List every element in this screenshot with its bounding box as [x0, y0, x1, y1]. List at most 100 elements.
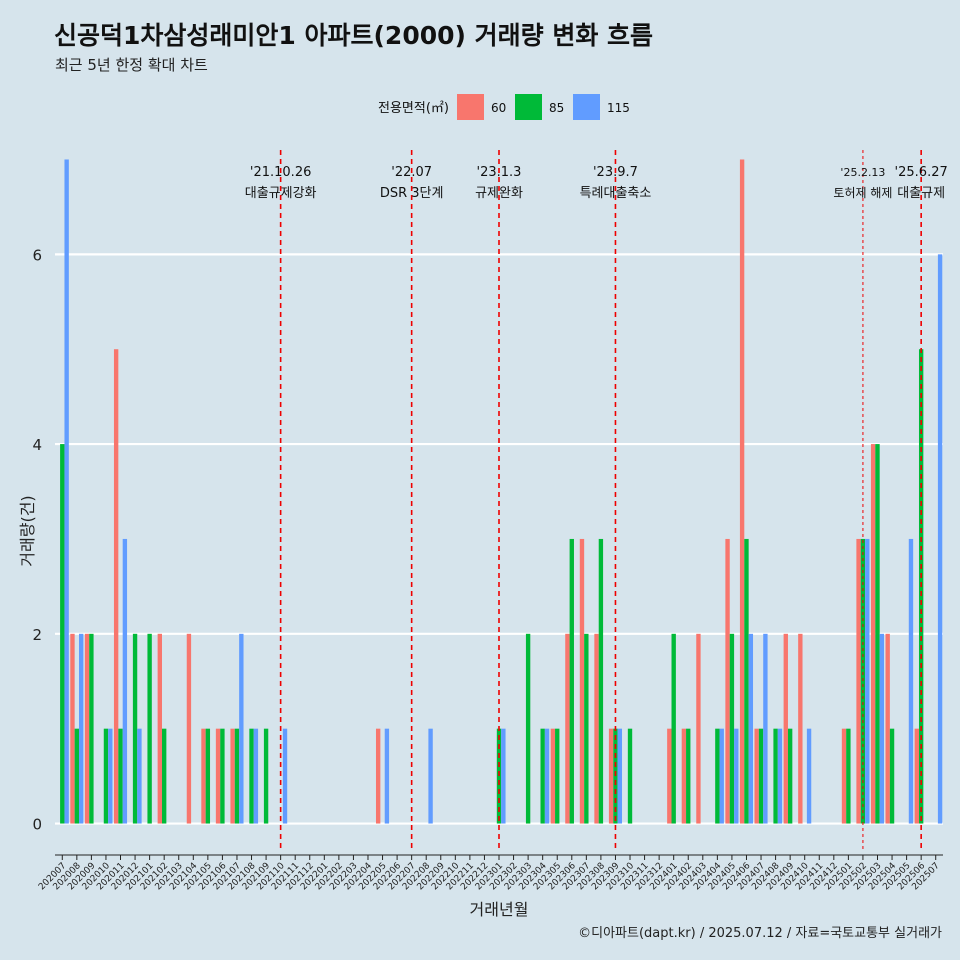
bar — [885, 633, 890, 824]
bar — [846, 728, 851, 824]
bar — [550, 728, 556, 824]
bar — [137, 728, 142, 824]
bar — [501, 728, 506, 824]
bar — [806, 728, 812, 824]
bar — [74, 728, 80, 824]
bar — [220, 728, 225, 824]
y-tick-label: 6 — [32, 246, 42, 264]
bar — [594, 633, 599, 824]
bar — [715, 728, 720, 824]
bar — [263, 728, 269, 824]
legend-swatch — [573, 94, 600, 120]
bar — [70, 633, 75, 824]
bar — [84, 633, 90, 824]
bar — [754, 728, 759, 824]
bar — [608, 728, 614, 824]
bar — [375, 728, 381, 824]
bar — [744, 538, 749, 824]
legend-label: 85 — [549, 101, 564, 115]
bar — [748, 633, 754, 824]
bar — [253, 728, 259, 824]
bar — [773, 728, 778, 824]
bar — [79, 633, 84, 824]
source-caption: ©디아파트(dapt.kr) / 2025.07.12 / 자료=국토교통부 실… — [578, 926, 942, 941]
legend-swatch — [457, 94, 484, 120]
event-date-label: '25.6.27 — [895, 165, 948, 180]
y-tick-label: 2 — [32, 626, 42, 644]
bar — [565, 633, 570, 824]
bar — [598, 538, 604, 824]
bar — [525, 633, 531, 824]
bar — [914, 728, 919, 824]
event-name-label: 규제완화 — [475, 186, 523, 201]
event-date-label: '23.1.3 — [477, 165, 522, 180]
x-axis-title: 거래년월 — [470, 900, 529, 919]
bar — [870, 444, 876, 824]
event-date-label: '23.9.7 — [593, 165, 638, 180]
bar — [64, 159, 69, 824]
bar — [798, 633, 803, 824]
bar — [249, 728, 254, 824]
bar — [89, 633, 94, 824]
y-tick-label: 4 — [32, 436, 42, 454]
bar — [230, 728, 235, 824]
bar — [617, 728, 623, 824]
bar — [579, 538, 585, 824]
event-date-label: '25.2.13 — [840, 166, 885, 179]
bar — [428, 728, 433, 824]
bar — [544, 728, 550, 824]
bar — [584, 633, 589, 824]
event-date-label: '22.07 — [391, 165, 432, 180]
event-name-label: DSR 3단계 — [380, 186, 444, 201]
chart-title: 신공덕1차삼성래미안1 아파트(2000) 거래량 변화 흐름 — [54, 21, 654, 50]
bar — [783, 633, 788, 824]
bar — [696, 633, 701, 824]
bar — [239, 633, 244, 824]
bar — [937, 254, 943, 824]
bar — [865, 538, 870, 824]
bar — [613, 728, 618, 824]
bar — [118, 728, 123, 824]
bar — [132, 633, 138, 824]
legend-swatch — [515, 94, 542, 120]
bar — [627, 728, 633, 824]
bar — [103, 728, 109, 824]
y-tick-label: 0 — [32, 816, 42, 834]
bar — [734, 728, 739, 824]
event-name-label: 토허제 해제 — [833, 186, 892, 200]
bar — [667, 728, 672, 824]
bar — [860, 538, 866, 824]
bar — [777, 728, 783, 824]
bar — [186, 633, 192, 824]
bar — [108, 728, 113, 824]
legend-label: 60 — [491, 101, 506, 115]
bar — [758, 728, 764, 824]
bar — [161, 728, 167, 824]
bar — [889, 728, 895, 824]
bar — [841, 728, 847, 824]
bar — [282, 728, 288, 824]
bar — [215, 728, 221, 824]
event-name-label: 특례대출축소 — [580, 186, 652, 201]
bar — [729, 633, 735, 824]
bar — [787, 728, 793, 824]
bar — [496, 728, 502, 824]
bar — [763, 633, 768, 824]
bar — [147, 633, 152, 824]
bar — [569, 538, 574, 824]
bar — [205, 728, 211, 824]
bar — [122, 538, 128, 824]
bar — [555, 728, 560, 824]
bar — [875, 444, 880, 824]
bar — [686, 728, 691, 824]
event-date-label: '21.10.26 — [250, 165, 311, 180]
bar — [384, 728, 390, 824]
bar — [234, 728, 240, 824]
bar — [201, 728, 206, 824]
bar — [856, 538, 861, 824]
event-name-label: 대출규제 — [897, 186, 945, 201]
bar — [681, 728, 687, 824]
bar — [879, 633, 885, 824]
